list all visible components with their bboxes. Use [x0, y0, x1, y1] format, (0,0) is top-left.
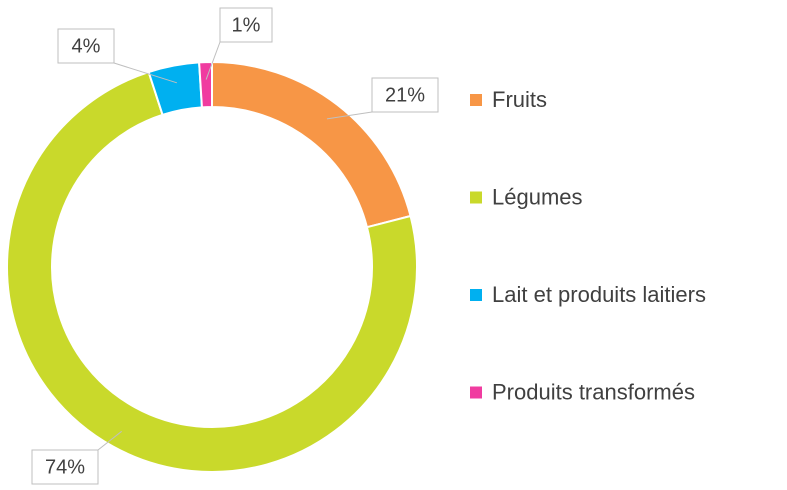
data-label: 4%	[72, 35, 101, 57]
label-box	[219, 7, 273, 43]
label-box	[371, 77, 439, 113]
legend-label: Légumes	[492, 184, 583, 209]
legend-label: Fruits	[492, 87, 547, 112]
legend-swatch	[470, 289, 482, 301]
donut-slice	[6, 70, 418, 473]
leader-line	[205, 41, 221, 80]
legend-swatch	[470, 94, 482, 106]
data-label: 74%	[45, 456, 85, 478]
legend-label: Produits transformés	[492, 379, 695, 404]
legend-swatch	[470, 191, 482, 204]
data-label: 21%	[385, 84, 425, 106]
leader-line	[97, 430, 122, 451]
data-label: 1%	[232, 14, 261, 36]
label-box	[31, 449, 99, 485]
legend-label: Lait et produits laitiers	[492, 282, 706, 307]
leader-line	[326, 111, 373, 120]
legend-swatch	[470, 386, 482, 399]
leader-line	[113, 62, 178, 84]
label-box	[57, 28, 115, 64]
